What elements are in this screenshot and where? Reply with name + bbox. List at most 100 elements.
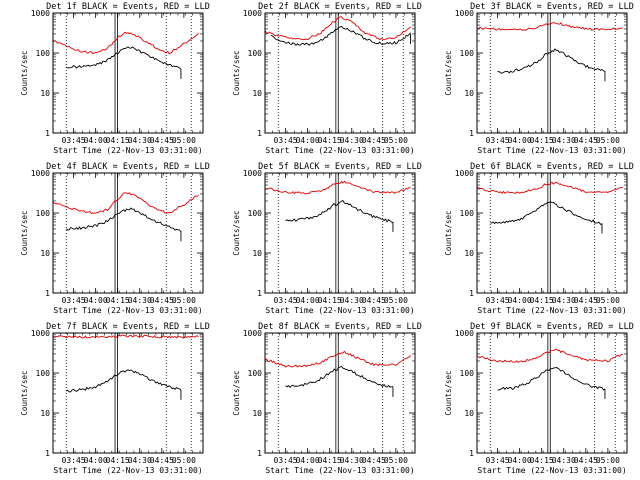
y-tick-label: 1 — [45, 129, 50, 138]
plot-frame — [476, 332, 628, 454]
x-tick-label: 04:00 — [296, 136, 320, 145]
y-tick-label: 10 — [40, 409, 50, 418]
x-tick-label: 04:30 — [128, 136, 152, 145]
chart-panel-1: Det 1f BLACK = Events, RED = LLD 1 10 100 10… — [20, 2, 210, 155]
y-axis-label: Counts/sec — [232, 50, 241, 95]
lld-series-line — [52, 334, 199, 339]
x-tick-label: 04:15 — [318, 136, 342, 145]
events-series-line — [270, 25, 411, 46]
x-tick-label: 03:45 — [62, 136, 86, 145]
x-tick-label: 05:00 — [596, 296, 620, 305]
events-series-line — [497, 48, 606, 74]
x-tick-label: 03:45 — [486, 136, 510, 145]
x-tick-label: 04:45 — [362, 456, 386, 465]
x-tick-label: 04:00 — [84, 296, 108, 305]
x-tick-label: 04:30 — [340, 296, 364, 305]
x-tick-label: 04:00 — [84, 136, 108, 145]
chart-title: Det 7f BLACK = Events, RED = LLD — [46, 322, 210, 332]
x-tick-label: 03:45 — [486, 456, 510, 465]
y-axis-label: Counts/sec — [232, 370, 241, 415]
y-tick-label: 1000 — [455, 9, 474, 18]
chart-panel-5: Det 5f BLACK = Events, RED = LLD 1 10 100 10… — [232, 162, 422, 315]
x-tick-label: 04:45 — [362, 136, 386, 145]
x-tick-label: 05:00 — [596, 136, 620, 145]
y-tick-label: 100 — [248, 209, 263, 218]
x-tick-label: 04:30 — [552, 456, 576, 465]
x-tick-label: 04:15 — [530, 136, 554, 145]
x-axis-label: Start Time (22-Nov-13 03:31:00) — [53, 146, 202, 155]
lld-series-line — [52, 31, 199, 55]
y-tick-label: 100 — [248, 369, 263, 378]
x-tick-label: 04:00 — [508, 456, 532, 465]
x-tick-label: 04:45 — [150, 136, 174, 145]
chart-panel-4: Det 4f BLACK = Events, RED = LLD 1 10 100 10… — [20, 162, 210, 315]
y-tick-label: 1000 — [455, 329, 474, 338]
x-axis-label: Start Time (22-Nov-13 03:31:00) — [53, 306, 202, 315]
x-tick-label: 05:00 — [172, 136, 196, 145]
y-tick-label: 1 — [257, 289, 262, 298]
lld-series-line — [264, 16, 411, 41]
x-tick-label: 03:45 — [486, 296, 510, 305]
y-axis-label: Counts/sec — [20, 370, 29, 415]
y-tick-label: 100 — [460, 209, 475, 218]
plot-frame — [52, 172, 204, 294]
plot-frame — [52, 332, 204, 454]
chart-panel-9: Det 9f BLACK = Events, RED = LLD 1 10 100 10… — [444, 322, 634, 475]
plot-frame — [264, 172, 416, 294]
x-tick-label: 05:00 — [596, 456, 620, 465]
y-tick-label: 10 — [464, 409, 474, 418]
x-tick-label: 04:15 — [530, 456, 554, 465]
x-tick-label: 03:45 — [62, 296, 86, 305]
x-tick-label: 04:30 — [340, 456, 364, 465]
y-axis-label: Counts/sec — [444, 50, 453, 95]
events-series-line — [285, 200, 394, 224]
x-tick-label: 04:00 — [84, 456, 108, 465]
events-series-line — [66, 369, 182, 393]
y-tick-label: 10 — [464, 249, 474, 258]
x-tick-label: 04:30 — [128, 456, 152, 465]
x-axis-label: Start Time (22-Nov-13 03:31:00) — [265, 146, 414, 155]
plot-frame — [476, 12, 628, 134]
y-tick-label: 100 — [36, 369, 51, 378]
events-series-line — [285, 365, 394, 389]
chart-title: Det 4f BLACK = Events, RED = LLD — [46, 162, 210, 172]
x-tick-label: 04:45 — [574, 296, 598, 305]
y-tick-label: 1000 — [243, 169, 262, 178]
x-tick-label: 04:30 — [340, 136, 364, 145]
chart-panel-6: Det 6f BLACK = Events, RED = LLD 1 10 100 10… — [444, 162, 634, 315]
chart-title: Det 5f BLACK = Events, RED = LLD — [258, 162, 422, 172]
chart-title: Det 3f BLACK = Events, RED = LLD — [470, 2, 634, 12]
y-tick-label: 1000 — [31, 329, 50, 338]
y-tick-label: 1000 — [31, 169, 50, 178]
chart-panel-2: Det 2f BLACK = Events, RED = LLD 1 10 100 10… — [232, 2, 422, 155]
lld-series-line — [476, 348, 623, 363]
x-tick-label: 04:45 — [574, 456, 598, 465]
y-tick-label: 1 — [469, 129, 474, 138]
lld-series-line — [476, 181, 623, 194]
events-series-line — [490, 201, 603, 225]
x-tick-label: 03:45 — [274, 136, 298, 145]
y-tick-label: 1 — [257, 449, 262, 458]
y-axis-label: Counts/sec — [20, 50, 29, 95]
x-tick-label: 04:45 — [574, 136, 598, 145]
chart-title: Det 1f BLACK = Events, RED = LLD — [46, 2, 210, 12]
x-tick-label: 03:45 — [62, 456, 86, 465]
events-series-line — [65, 207, 182, 233]
y-tick-label: 1 — [469, 289, 474, 298]
chart-title: Det 8f BLACK = Events, RED = LLD — [258, 322, 422, 332]
chart-panel-7: Det 7f BLACK = Events, RED = LLD 1 10 100 10… — [20, 322, 210, 475]
x-tick-label: 04:15 — [530, 296, 554, 305]
x-tick-label: 04:00 — [296, 456, 320, 465]
x-tick-label: 04:00 — [508, 296, 532, 305]
x-tick-label: 04:15 — [318, 456, 342, 465]
y-axis-label: Counts/sec — [232, 210, 241, 255]
lld-series-line — [264, 180, 411, 195]
x-axis-label: Start Time (22-Nov-13 03:31:00) — [477, 466, 626, 475]
lld-series-line — [476, 22, 623, 31]
chart-panel-8: Det 8f BLACK = Events, RED = LLD 1 10 100 10… — [232, 322, 422, 475]
x-axis-label: Start Time (22-Nov-13 03:31:00) — [53, 466, 202, 475]
y-axis-label: Counts/sec — [444, 370, 453, 415]
y-tick-label: 10 — [252, 409, 262, 418]
x-tick-label: 04:45 — [150, 296, 174, 305]
